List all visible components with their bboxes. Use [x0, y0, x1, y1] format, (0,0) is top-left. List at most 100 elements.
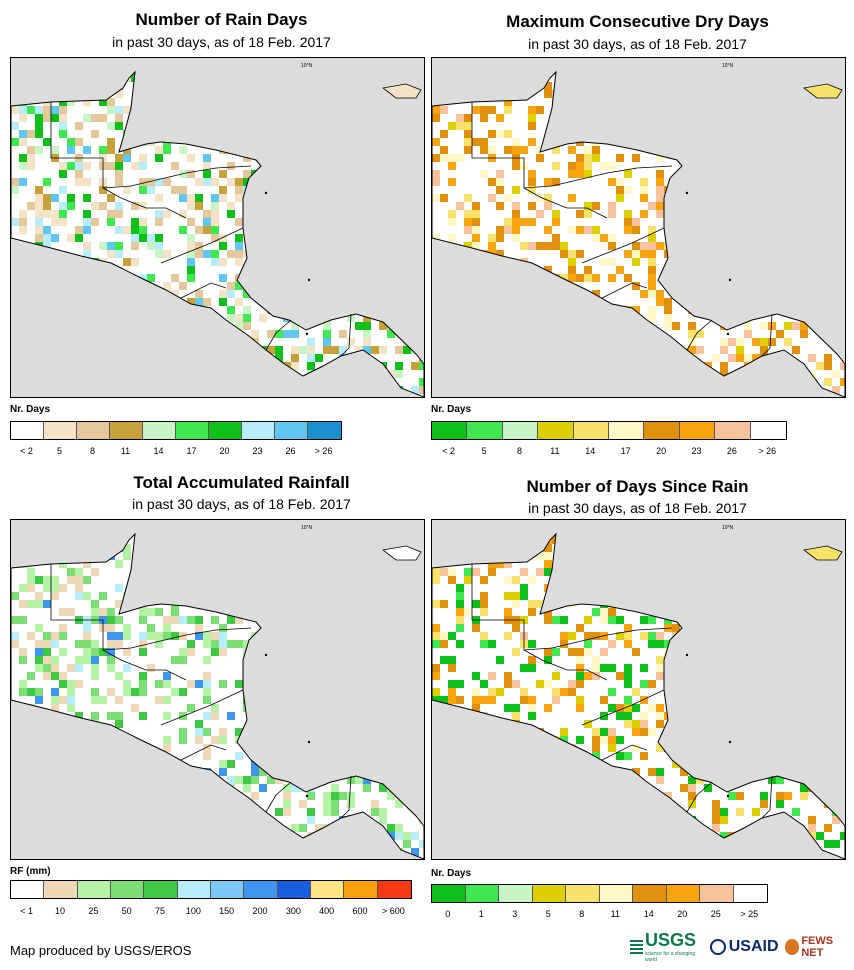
data-cell	[283, 792, 291, 800]
data-cell	[624, 226, 632, 234]
data-cell	[315, 736, 323, 744]
data-cell	[43, 712, 51, 720]
data-cell	[19, 378, 27, 386]
data-cell	[227, 282, 235, 290]
data-cell	[624, 776, 632, 784]
data-cell	[648, 354, 656, 362]
data-cell	[464, 266, 472, 274]
data-cell	[51, 210, 59, 218]
data-cell	[267, 544, 275, 552]
data-cell	[11, 298, 19, 306]
data-cell	[251, 712, 259, 720]
days-since-rain-legend-title: Nr. Days	[431, 868, 472, 879]
data-cell	[67, 544, 75, 552]
data-cell	[227, 712, 235, 720]
data-cell	[227, 688, 235, 696]
data-cell	[592, 290, 600, 298]
data-cell	[720, 640, 728, 648]
data-cell	[432, 688, 440, 696]
data-cell	[139, 712, 147, 720]
data-cell	[51, 354, 59, 362]
data-cell	[584, 74, 592, 82]
data-cell	[219, 82, 227, 90]
data-cell	[768, 672, 776, 680]
data-cell	[648, 768, 656, 776]
data-cell	[91, 74, 99, 82]
data-cell	[776, 306, 784, 314]
data-cell	[632, 234, 640, 242]
data-cell	[640, 680, 648, 688]
data-cell	[59, 122, 67, 130]
data-cell	[736, 210, 744, 218]
data-cell	[824, 354, 832, 362]
data-cell	[752, 808, 760, 816]
data-cell	[267, 584, 275, 592]
data-cell	[179, 282, 187, 290]
data-cell	[243, 848, 251, 856]
data-cell	[59, 210, 67, 218]
data-cell	[544, 568, 552, 576]
data-cell	[147, 792, 155, 800]
data-cell	[744, 592, 752, 600]
data-cell	[488, 338, 496, 346]
data-cell	[307, 704, 315, 712]
data-cell	[512, 226, 520, 234]
data-cell	[107, 640, 115, 648]
data-cell	[323, 824, 331, 832]
data-cell	[139, 370, 147, 378]
data-cell	[656, 656, 664, 664]
data-cell	[656, 154, 664, 162]
data-cell	[283, 640, 291, 648]
data-cell	[139, 616, 147, 624]
data-cell	[696, 680, 704, 688]
data-cell	[544, 656, 552, 664]
data-cell	[752, 672, 760, 680]
latitude-label: 10°N	[301, 63, 313, 69]
data-cell	[504, 282, 512, 290]
data-cell	[235, 616, 243, 624]
data-cell	[371, 154, 379, 162]
country-border	[180, 282, 227, 299]
data-cell	[568, 592, 576, 600]
data-cell	[347, 664, 355, 672]
data-cell	[91, 752, 99, 760]
data-cell	[624, 792, 632, 800]
data-cell	[544, 226, 552, 234]
data-cell	[776, 832, 784, 840]
data-cell	[347, 576, 355, 584]
data-cell	[696, 210, 704, 218]
data-cell	[664, 90, 672, 98]
data-cell	[776, 592, 784, 600]
data-cell	[808, 768, 816, 776]
data-cell	[203, 632, 211, 640]
data-cell	[99, 98, 107, 106]
data-cell	[259, 672, 267, 680]
data-cell	[544, 314, 552, 322]
data-cell	[259, 194, 267, 202]
data-cell	[11, 616, 19, 624]
data-cell	[123, 552, 131, 560]
data-cell	[680, 784, 688, 792]
data-cell	[512, 202, 520, 210]
data-cell	[672, 632, 680, 640]
data-cell	[331, 162, 339, 170]
data-cell	[83, 162, 91, 170]
data-cell	[656, 90, 664, 98]
data-cell	[464, 242, 472, 250]
data-cell	[616, 178, 624, 186]
data-cell	[776, 552, 784, 560]
data-cell	[235, 194, 243, 202]
data-cell	[528, 362, 536, 370]
data-cell	[632, 584, 640, 592]
data-cell	[528, 816, 536, 824]
data-cell	[107, 314, 115, 322]
data-cell	[299, 106, 307, 114]
data-cell	[35, 226, 43, 234]
data-cell	[267, 824, 275, 832]
data-cell	[283, 234, 291, 242]
data-cell	[712, 234, 720, 242]
data-cell	[680, 72, 688, 74]
data-cell	[816, 72, 824, 74]
data-cell	[752, 534, 760, 536]
data-cell	[387, 394, 395, 397]
